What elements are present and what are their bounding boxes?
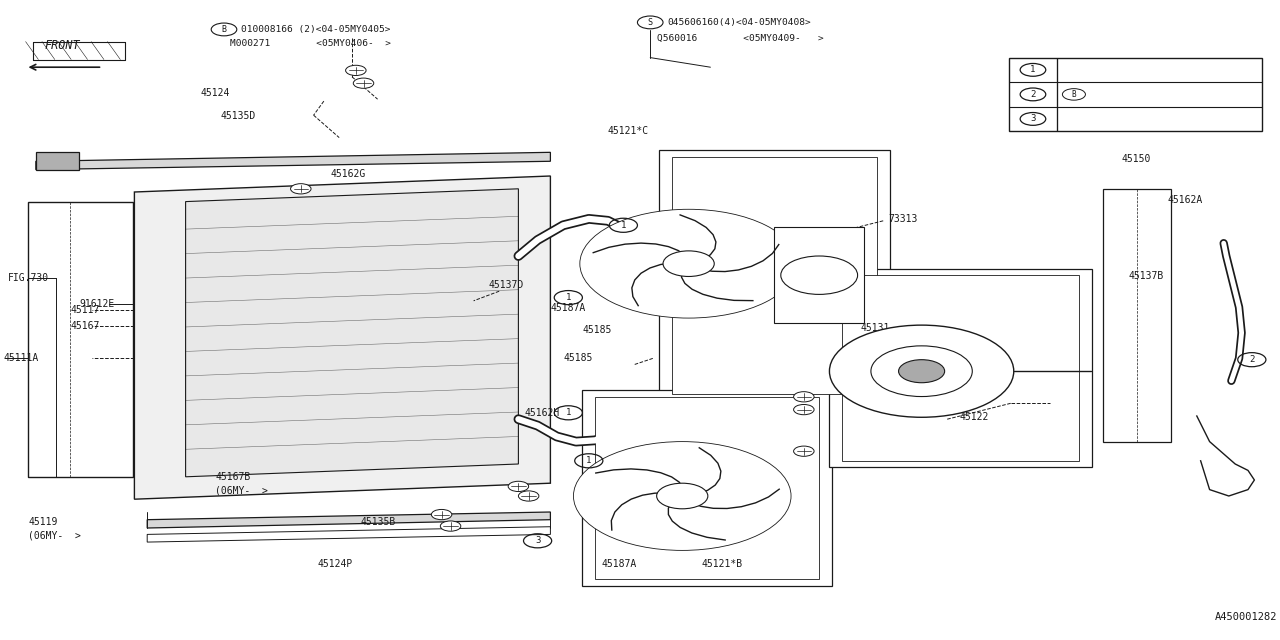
Text: 3: 3 [535, 536, 540, 545]
Circle shape [794, 446, 814, 456]
Polygon shape [36, 152, 79, 170]
Circle shape [518, 491, 539, 501]
Text: 45185: 45185 [582, 324, 612, 335]
Text: 45167B: 45167B [215, 472, 251, 482]
Polygon shape [134, 176, 550, 499]
Circle shape [781, 256, 858, 294]
Text: 010008166 (2)<04-05MY0405>: 010008166 (2)<04-05MY0405> [241, 25, 390, 34]
Circle shape [573, 442, 791, 550]
Text: 45150: 45150 [1121, 154, 1151, 164]
Polygon shape [36, 152, 550, 170]
Circle shape [870, 346, 973, 397]
Circle shape [508, 481, 529, 492]
Text: 45121*B: 45121*B [701, 559, 742, 570]
Text: 1: 1 [1030, 65, 1036, 74]
Text: M000271        <05MY0406-  >: M000271 <05MY0406- > [230, 39, 392, 48]
Text: 45124P: 45124P [317, 559, 353, 570]
Text: 45111A: 45111A [4, 353, 40, 364]
Text: FIG.730: FIG.730 [8, 273, 49, 284]
Text: 45135D: 45135D [220, 111, 256, 122]
Text: 45121*C: 45121*C [608, 126, 649, 136]
Text: 45124: 45124 [201, 88, 230, 98]
Circle shape [899, 360, 945, 383]
Text: 010006160(5): 010006160(5) [1089, 90, 1153, 99]
Text: 45137D: 45137D [489, 280, 525, 290]
Text: 1: 1 [586, 456, 591, 465]
Text: 73313: 73313 [888, 214, 918, 224]
Bar [842, 275, 1079, 461]
Circle shape [346, 65, 366, 76]
Text: 45137B: 45137B [1129, 271, 1165, 282]
Text: 1: 1 [566, 408, 571, 417]
Polygon shape [1103, 189, 1171, 442]
Text: 45162H: 45162H [525, 408, 561, 418]
Text: 45117: 45117 [70, 305, 100, 316]
Bar [595, 397, 819, 579]
Circle shape [794, 392, 814, 402]
Text: A450001282: A450001282 [1215, 612, 1277, 622]
Circle shape [829, 325, 1014, 417]
Text: 45167: 45167 [70, 321, 100, 332]
Bar [774, 227, 864, 323]
Text: 1: 1 [566, 293, 571, 302]
Text: 45185: 45185 [563, 353, 593, 364]
Text: 045606160(4)<04-05MY0408>: 045606160(4)<04-05MY0408> [667, 18, 810, 27]
Bar [1009, 58, 1262, 131]
Text: 3: 3 [1030, 115, 1036, 124]
Text: 047406120(8): 047406120(8) [1068, 115, 1132, 124]
Text: FRONT: FRONT [45, 40, 81, 52]
Text: B: B [1071, 90, 1076, 99]
Text: 45187A: 45187A [550, 303, 586, 314]
Text: 45162A: 45162A [1167, 195, 1203, 205]
Text: 45162G: 45162G [330, 169, 366, 179]
Text: 91612E: 91612E [79, 299, 115, 309]
Text: 2: 2 [1030, 90, 1036, 99]
Polygon shape [147, 512, 550, 528]
Text: 45122: 45122 [960, 412, 989, 422]
Polygon shape [186, 189, 518, 477]
Text: 45187A: 45187A [602, 559, 637, 570]
Text: 2: 2 [1249, 355, 1254, 364]
Circle shape [353, 78, 374, 88]
Polygon shape [147, 527, 550, 542]
Circle shape [580, 209, 797, 318]
Bar [28, 202, 133, 477]
Circle shape [291, 184, 311, 194]
Bar [582, 390, 832, 586]
Circle shape [657, 483, 708, 509]
Circle shape [794, 404, 814, 415]
Bar [659, 150, 890, 400]
Circle shape [663, 251, 714, 276]
Text: (06MY-  >: (06MY- > [215, 486, 268, 496]
Text: B: B [221, 25, 227, 34]
Text: 45131: 45131 [860, 323, 890, 333]
Text: 45119: 45119 [28, 516, 58, 527]
Text: (06MY-  >: (06MY- > [28, 531, 81, 541]
Bar [829, 269, 1092, 467]
Text: Q560016        <05MY0409-   >: Q560016 <05MY0409- > [657, 34, 823, 43]
Text: 1: 1 [621, 221, 626, 230]
Circle shape [440, 521, 461, 531]
Text: 45135B: 45135B [361, 516, 397, 527]
Bar [672, 157, 877, 394]
Circle shape [431, 509, 452, 520]
Text: 091748014(4): 091748014(4) [1068, 65, 1132, 74]
Text: S: S [648, 18, 653, 27]
